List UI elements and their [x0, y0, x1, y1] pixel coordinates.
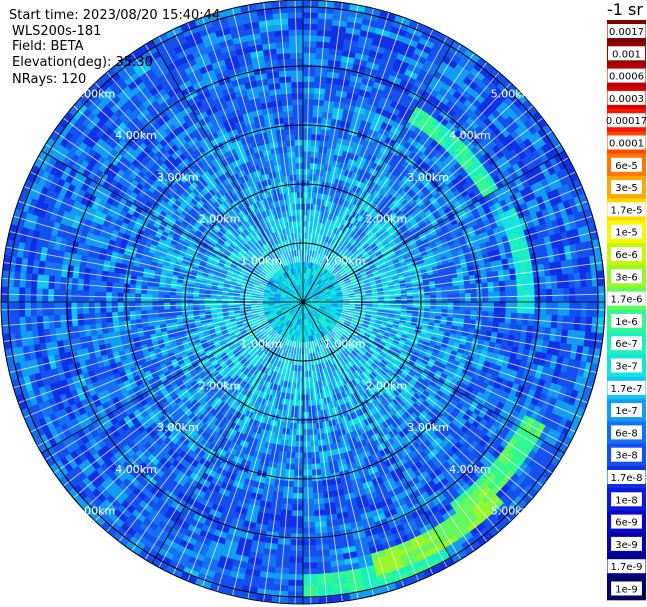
ppi-plot-area: 1.00km 1.00km1.00km 1.00km2.00km 2.00km2.00…	[0, 0, 606, 605]
